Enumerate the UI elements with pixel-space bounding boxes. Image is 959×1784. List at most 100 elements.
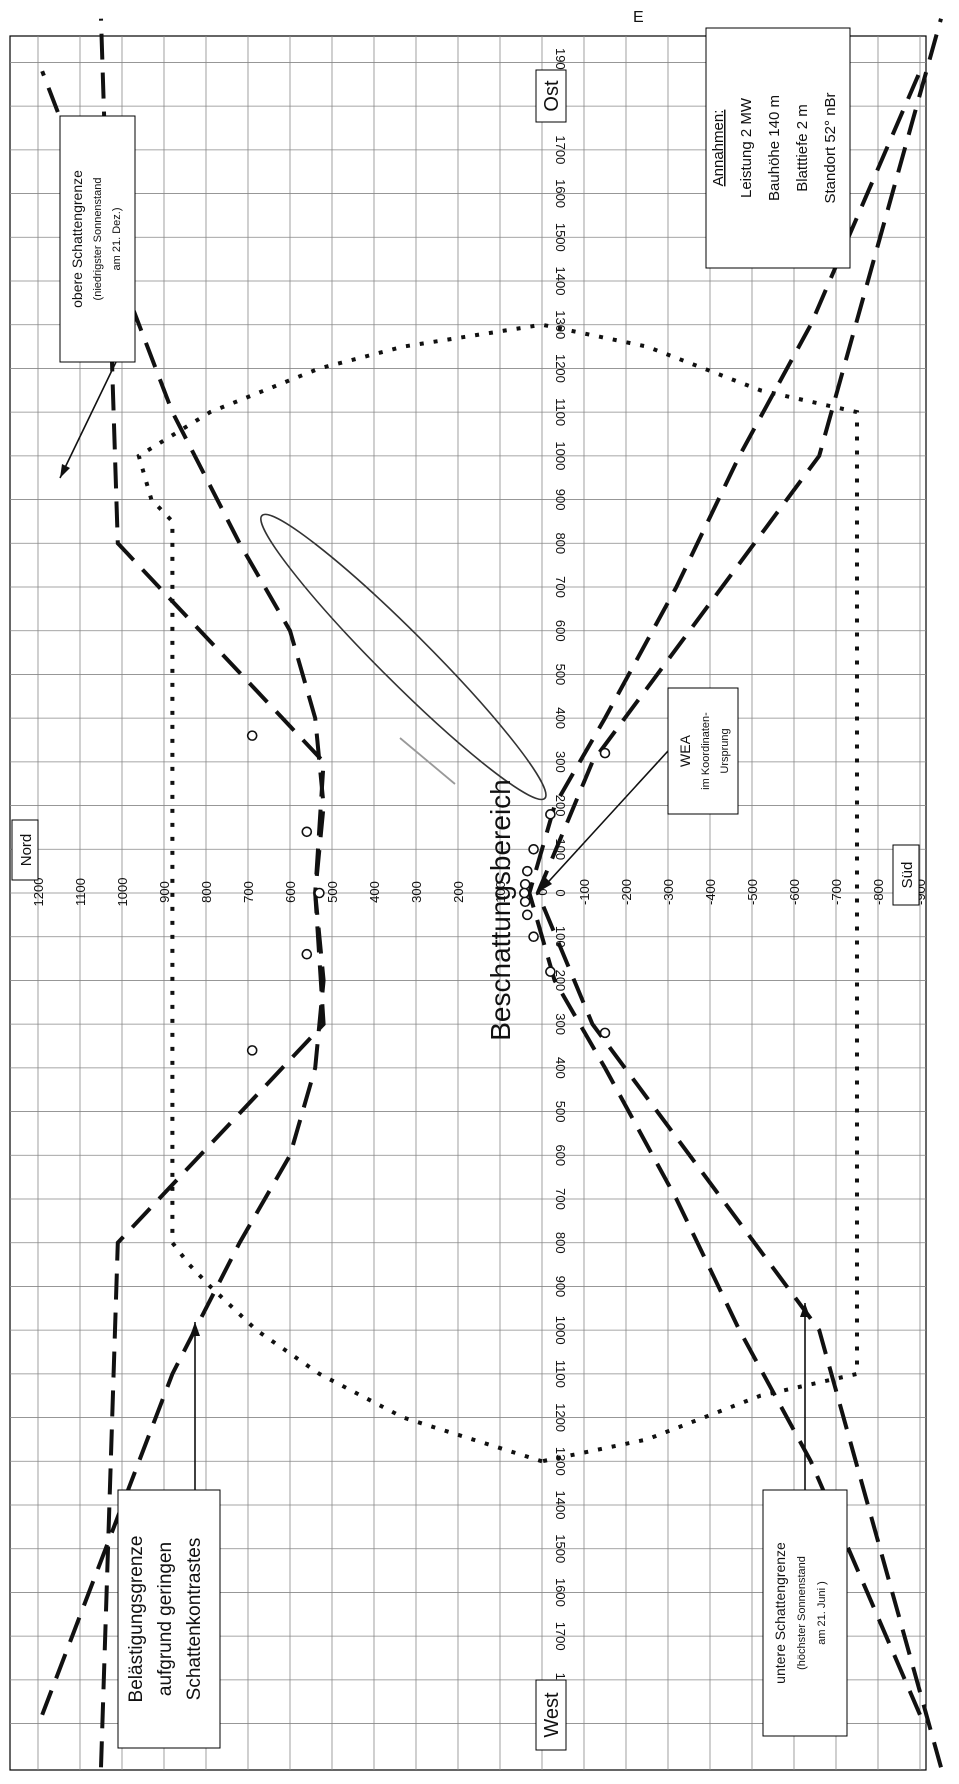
marker-point	[599, 1027, 611, 1039]
svg-text:am 21. Juni ): am 21. Juni )	[816, 1581, 828, 1645]
svg-text:Bauhöhe 140 m: Bauhöhe 140 m	[766, 95, 783, 201]
x-tick-label: 500	[553, 1101, 568, 1123]
y-tick-label: 1100	[73, 878, 88, 906]
x-tick-label: 1500	[553, 1534, 568, 1563]
label-upper-limit: obere Schattengrenze (niedrigster Sonnen…	[59, 115, 136, 363]
marker-point	[545, 809, 556, 820]
x-tick-label: 1100	[553, 1360, 568, 1388]
x-tick-label: 200	[553, 970, 568, 992]
svg-text:untere Schattengrenze: untere Schattengrenze	[772, 1542, 788, 1684]
svg-text:Ursprung: Ursprung	[719, 728, 731, 773]
x-tick-label: 1000	[553, 441, 568, 470]
x-tick-label: 1200	[553, 354, 568, 383]
marker-point	[519, 878, 531, 890]
label-assumptions: Annahmen: Leistung 2 MW Bauhöhe 140 m Bl…	[705, 27, 851, 269]
x-tick-labels: 1900181700160015001400130012001100100090…	[553, 48, 568, 1738]
y-tick-label: 500	[325, 881, 340, 903]
plot-frame	[9, 35, 927, 1771]
y-tick-label: -400	[703, 879, 718, 905]
x-tick-label: 700	[553, 1188, 568, 1210]
y-tick-label: -700	[829, 879, 844, 905]
svg-text:(niedrigster Sonnenstand: (niedrigster Sonnenstand	[92, 178, 104, 301]
marker-point	[528, 931, 539, 943]
y-tick-label: 100	[493, 881, 508, 903]
marker-point	[521, 909, 533, 921]
marker-point	[314, 887, 325, 899]
corner-label: E	[633, 9, 644, 26]
x-tick-label: 600	[553, 620, 568, 642]
x-tick-label: 800	[553, 532, 568, 554]
label-sued: Süd	[892, 844, 920, 906]
series-3	[535, 18, 943, 1768]
x-tick-label: 400	[553, 707, 568, 729]
svg-text:Süd: Süd	[899, 862, 916, 889]
marker-group	[246, 730, 611, 1056]
y-tick-label: -100	[577, 879, 592, 905]
svg-text:Belästigungsgrenze: Belästigungsgrenze	[126, 1536, 147, 1703]
marker-point	[301, 948, 313, 960]
x-tick-label: 1000	[553, 1316, 568, 1345]
y-tick-labels: 1200 1100 1000 900 800 700 600 500 400 300 200 100 0…	[31, 878, 928, 907]
y-tick-label: -800	[871, 879, 886, 905]
svg-text:Nord: Nord	[18, 834, 35, 867]
series-1	[136, 322, 859, 1464]
svg-text:am 21. Dez.): am 21. Dez.)	[111, 208, 123, 271]
arrow-annoyance	[190, 1322, 200, 1490]
y-tick-label: 400	[367, 881, 382, 903]
y-tick-label: 700	[241, 881, 256, 903]
x-tick-label: 100	[553, 926, 568, 948]
y-tick-label: 600	[283, 881, 298, 903]
x-tick-label: 1400	[553, 1491, 568, 1520]
svg-text:Leistung 2 MW: Leistung 2 MW	[738, 97, 755, 198]
x-tick-label: 1200	[553, 1403, 568, 1432]
y-tick-label: -600	[787, 879, 802, 905]
marker-point	[519, 896, 531, 908]
marker-point	[545, 966, 556, 977]
x-tick-label: 900	[553, 1276, 568, 1298]
x-tick-label: 900	[553, 489, 568, 511]
label-lower-limit: untere Schattengrenze (höchster Sonnenst…	[762, 1489, 848, 1737]
y-tick-label: -500	[745, 879, 760, 905]
marker-point	[519, 887, 530, 899]
arrow-wea	[539, 750, 669, 892]
label-ost: Ost	[535, 69, 567, 123]
marker-point	[301, 826, 313, 838]
y-tick-label: -200	[619, 879, 634, 905]
x-tick-label: 1600	[553, 1578, 568, 1607]
x-tick-label: 600	[553, 1144, 568, 1166]
y-tick-label: 1200	[31, 878, 46, 907]
svg-text:obere Schattengrenze: obere Schattengrenze	[69, 170, 85, 308]
x-tick-label: 1700	[553, 135, 568, 164]
x-tick-label: 1500	[553, 223, 568, 252]
svg-text:Ost: Ost	[541, 80, 563, 112]
label-wea: WEA im Koordinaten- Ursprung	[667, 687, 739, 815]
svg-text:Schattenkontrastes: Schattenkontrastes	[184, 1538, 205, 1701]
x-tick-label: 800	[553, 1232, 568, 1254]
y-tick-label: -300	[661, 879, 676, 905]
x-tick-label: 400	[553, 1057, 568, 1079]
svg-text:(höchster Sonnenstand: (höchster Sonnenstand	[796, 1556, 808, 1670]
marker-point	[246, 1045, 258, 1056]
x-tick-label: 1700	[553, 1622, 568, 1651]
label-west: West	[535, 1679, 567, 1751]
x-tick-label: 1300	[553, 310, 568, 339]
marker-point	[246, 730, 258, 741]
x-tick-label: 1600	[553, 179, 568, 208]
marker-point	[599, 747, 611, 759]
svg-text:im Koordinaten-: im Koordinaten-	[700, 712, 712, 790]
svg-text:Standort 52° nBr: Standort 52° nBr	[822, 92, 839, 203]
x-tick-label: 200	[553, 795, 568, 817]
x-tick-label: 300	[553, 751, 568, 773]
svg-text:Blatttiefe 2 m: Blatttiefe 2 m	[794, 104, 811, 192]
x-tick-label: 300	[553, 1013, 568, 1035]
marker-point	[521, 865, 533, 877]
y-tick-label: 0	[535, 888, 550, 895]
ellipse-group	[260, 513, 547, 801]
y-tick-label: 200	[451, 881, 466, 903]
rotor-ellipse	[260, 513, 547, 801]
x-tick-label: 0	[553, 889, 568, 896]
svg-text:West: West	[541, 1692, 563, 1738]
arrow-lower-limit	[800, 1303, 810, 1490]
pointer-line	[399, 737, 456, 785]
